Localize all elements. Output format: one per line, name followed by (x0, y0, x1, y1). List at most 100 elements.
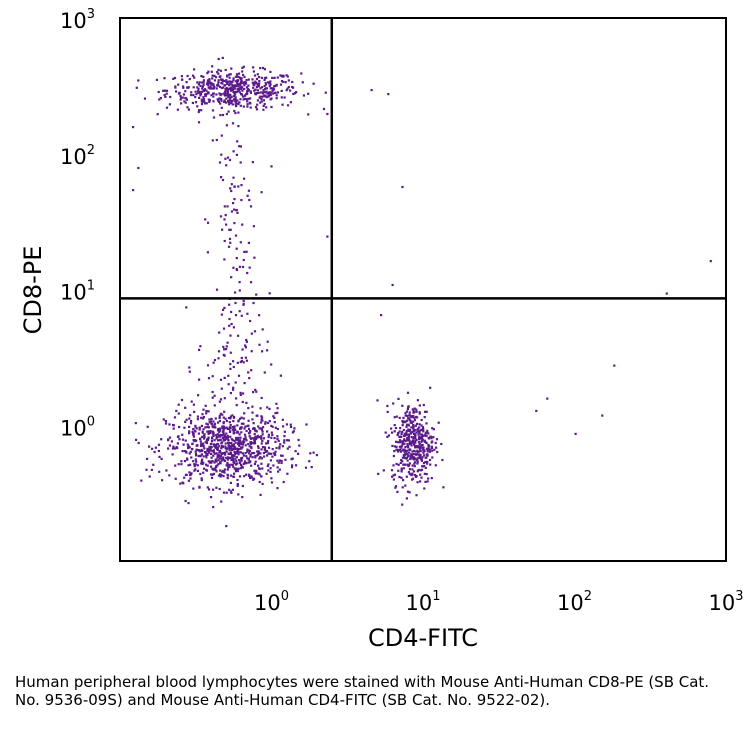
scatter-point (205, 456, 208, 459)
scatter-point (201, 85, 204, 88)
scatter-point (257, 467, 261, 470)
scatter-point (205, 438, 209, 441)
scatter-point (237, 75, 240, 79)
scatter-point (230, 86, 233, 89)
scatter-point (244, 444, 247, 447)
scatter-point (250, 476, 253, 479)
scatter-point (262, 89, 265, 92)
scatter-point (242, 361, 245, 364)
scatter-point (205, 83, 209, 86)
scatter-point (243, 84, 246, 87)
scatter-point (394, 427, 398, 430)
scatter-point (238, 433, 241, 436)
scatter-point (245, 473, 248, 476)
scatter-point (267, 433, 270, 436)
scatter-point (173, 76, 177, 80)
scatter-point (229, 435, 232, 438)
scatter-point (251, 452, 254, 455)
scatter-point (410, 416, 413, 419)
scatter-point (280, 454, 283, 457)
scatter-point (202, 444, 205, 448)
scatter-point (184, 406, 187, 409)
scatter-point (212, 449, 215, 452)
scatter-point (425, 473, 428, 476)
figure-caption: Human peripheral blood lymphocytes were … (15, 673, 710, 709)
scatter-point (206, 72, 209, 75)
scatter-point (190, 420, 193, 423)
scatter-point (406, 463, 409, 466)
scatter-point (233, 450, 236, 454)
scatter-point (308, 460, 311, 463)
scatter-point (194, 101, 198, 104)
scatter-point (261, 439, 264, 443)
scatter-point (263, 371, 266, 374)
scatter-point (210, 87, 213, 90)
scatter-point (194, 96, 197, 99)
scatter-point (234, 112, 237, 115)
scatter-point (188, 366, 191, 369)
scatter-point (244, 425, 247, 428)
scatter-point (414, 446, 417, 449)
scatter-point (160, 438, 163, 441)
scatter-point (242, 98, 245, 101)
scatter-point (253, 427, 256, 430)
scatter-point (241, 89, 244, 92)
scatter-point (405, 410, 408, 413)
scatter-point (152, 463, 155, 466)
scatter-point (223, 397, 226, 400)
scatter-point (270, 481, 274, 484)
scatter-point (261, 328, 264, 331)
scatter-point (232, 176, 235, 179)
scatter-point (384, 431, 387, 434)
scatter-point (253, 432, 256, 436)
scatter-point (226, 75, 229, 78)
scatter-point (404, 414, 407, 417)
scatter-point (210, 420, 213, 423)
scatter-point (274, 453, 277, 457)
scatter-point (157, 90, 160, 94)
scatter-point (400, 446, 403, 449)
scatter-point (213, 467, 216, 470)
scatter-point (212, 451, 215, 454)
scatter-point (420, 428, 423, 431)
scatter-point (219, 435, 222, 438)
scatter-point (232, 388, 235, 391)
scatter-point (180, 102, 183, 105)
scatter-point (209, 85, 212, 88)
scatter-point (217, 459, 220, 462)
scatter-point (401, 430, 404, 434)
scatter-point (151, 447, 154, 450)
scatter-point (402, 467, 405, 470)
scatter-point (223, 79, 226, 83)
scatter-point (234, 301, 237, 305)
scatter-point (239, 464, 243, 467)
scatter-point (197, 91, 200, 94)
scatter-point (209, 449, 212, 452)
scatter-point (253, 256, 256, 259)
scatter-point (407, 417, 410, 420)
scatter-point (255, 92, 258, 95)
scatter-point (267, 95, 270, 98)
scatter-point (237, 82, 240, 85)
scatter-point (418, 426, 421, 429)
x-axis-ticks: 100 101 102 103 (254, 589, 744, 615)
scatter-point (403, 455, 406, 458)
scatter-point (415, 408, 418, 411)
scatter-point (225, 491, 228, 494)
scatter-point (236, 478, 239, 482)
scatter-point (434, 441, 437, 445)
scatter-point (225, 80, 228, 83)
scatter-point (260, 86, 264, 89)
scatter-point (213, 404, 216, 407)
scatter-point (193, 68, 196, 71)
scatter-point (207, 410, 210, 413)
scatter-point (418, 457, 421, 460)
scatter-point (235, 438, 238, 441)
scatter-point (206, 423, 209, 426)
scatter-point (214, 465, 218, 468)
scatter-point (186, 458, 189, 461)
scatter-point (199, 440, 202, 443)
scatter-point (238, 145, 241, 148)
scatter-point (202, 428, 205, 431)
scatter-point (408, 418, 411, 421)
